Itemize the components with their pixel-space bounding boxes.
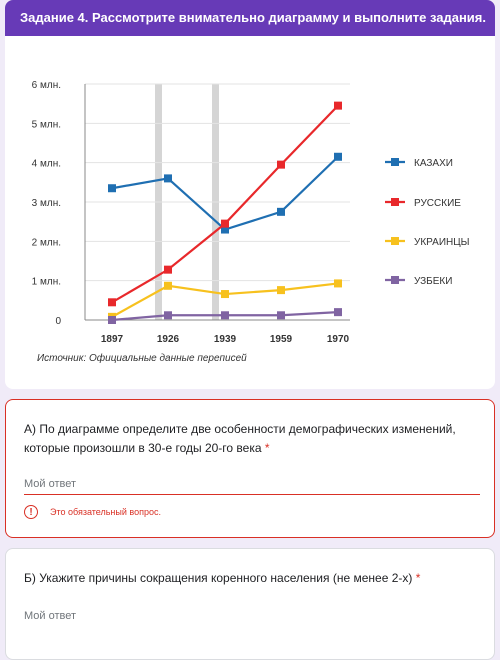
- question-a-label: А) По диаграмме определите две особеннос…: [24, 422, 456, 455]
- question-b-label: Б) Укажите причины сокращения коренного …: [24, 571, 413, 585]
- series-line: [111, 155, 339, 231]
- question-card-b: Б) Укажите причины сокращения коренного …: [5, 548, 495, 660]
- legend-label: УЗБЕКИ: [414, 276, 452, 287]
- population-chart: 0 1 млн. 2 млн. 3 млн. 4 млн. 5 млн. 6 млн. 189…: [32, 80, 470, 364]
- legend-marker: [391, 237, 399, 245]
- legend-marker: [391, 198, 399, 206]
- legend-label: РУССКИЕ: [414, 198, 461, 209]
- data-point: [334, 101, 342, 110]
- data-point: [221, 290, 229, 299]
- legend-marker: [391, 276, 399, 284]
- x-tick-label: 1926: [157, 334, 180, 345]
- form-title: Задание 4. Рассмотрите внимательно диагр…: [5, 0, 495, 36]
- data-point: [108, 298, 116, 307]
- x-tick-label: 1939: [214, 334, 237, 345]
- required-asterisk: *: [415, 571, 421, 585]
- y-tick-label: 3 млн.: [32, 198, 61, 209]
- required-asterisk: *: [264, 441, 270, 455]
- data-point: [164, 174, 172, 183]
- series-line: [111, 104, 339, 304]
- chart-source: Источник: Официальные данные переписей: [37, 352, 247, 364]
- data-point: [334, 308, 342, 317]
- data-point: [108, 184, 116, 193]
- error-text: Это обязательный вопрос.: [50, 507, 161, 517]
- legend-label: КАЗАХИ: [414, 158, 453, 169]
- data-point: [164, 281, 172, 290]
- answer-b-input[interactable]: [24, 608, 480, 626]
- legend-label: УКРАИНЦЫ: [414, 237, 470, 248]
- data-point: [277, 207, 285, 216]
- answer-a-input[interactable]: [24, 476, 480, 495]
- y-tick-label: 4 млн.: [32, 159, 61, 170]
- data-point: [334, 279, 342, 288]
- x-tick-label: 1970: [327, 334, 350, 345]
- data-point: [277, 311, 285, 320]
- legend-marker: [391, 158, 399, 166]
- y-tick-label: 0: [55, 316, 61, 327]
- data-point: [108, 316, 116, 324]
- form-header-card: Задание 4. Рассмотрите внимательно диагр…: [5, 0, 495, 389]
- y-tick-label: 1 млн.: [32, 277, 61, 288]
- y-tick-label: 6 млн.: [32, 80, 61, 91]
- x-tick-label: 1959: [270, 334, 293, 345]
- question-a-text: А) По диаграмме определите две особеннос…: [24, 420, 476, 458]
- y-tick-label: 2 млн.: [32, 237, 61, 248]
- data-point: [277, 286, 285, 295]
- y-tick-label: 5 млн.: [32, 119, 61, 130]
- data-point: [221, 219, 229, 228]
- error-message: ! Это обязательный вопрос.: [24, 505, 476, 519]
- data-point: [221, 311, 229, 320]
- data-point: [221, 225, 229, 234]
- x-tick-label: 1897: [101, 334, 124, 345]
- question-b-text: Б) Укажите причины сокращения коренного …: [24, 569, 476, 588]
- error-exclamation-icon: !: [24, 505, 38, 519]
- question-card-a: А) По диаграмме определите две особеннос…: [5, 399, 495, 538]
- data-point: [277, 160, 285, 169]
- data-point: [164, 265, 172, 274]
- data-point: [334, 152, 342, 161]
- data-point: [164, 311, 172, 320]
